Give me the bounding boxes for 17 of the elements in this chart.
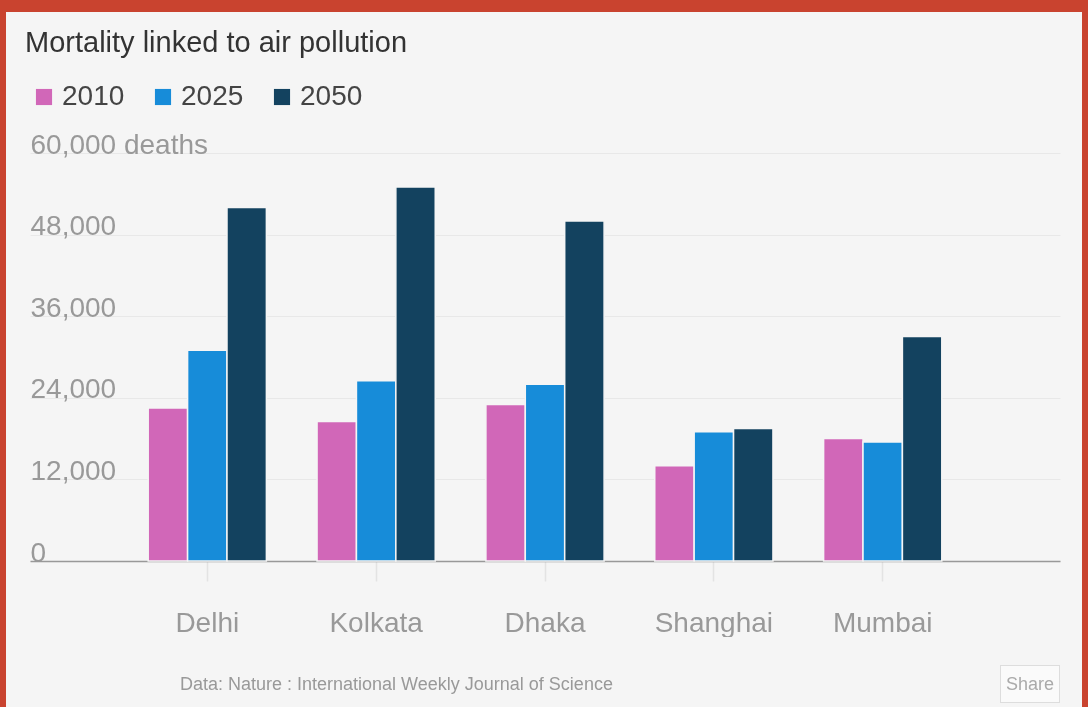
x-tick-label: Mumbai <box>832 606 933 638</box>
legend-label: 2050 <box>300 80 363 111</box>
x-tick-label: Kolkata <box>329 606 424 638</box>
y-tick-label: 12,000 <box>30 454 117 486</box>
legend-label: 2025 <box>181 80 244 111</box>
y-tick-label: 36,000 <box>30 291 117 323</box>
y-tick-label: 48,000 <box>30 210 117 242</box>
y-tick-label: 0 <box>30 536 47 568</box>
legend-label: 2010 <box>62 80 125 111</box>
share-button: Share <box>1000 665 1060 703</box>
x-tick-label: Shanghai <box>654 606 774 638</box>
x-tick-label: Delhi <box>175 606 240 638</box>
y-tick-label: 60,000 deaths <box>30 128 208 160</box>
x-tick-label: Dhaka <box>504 606 586 638</box>
chart-title: Mortality linked to air pollution <box>25 26 408 59</box>
text: Data: Nature : International Weekly Journal of Science <box>180 674 613 695</box>
y-tick-label: 24,000 <box>30 373 117 405</box>
